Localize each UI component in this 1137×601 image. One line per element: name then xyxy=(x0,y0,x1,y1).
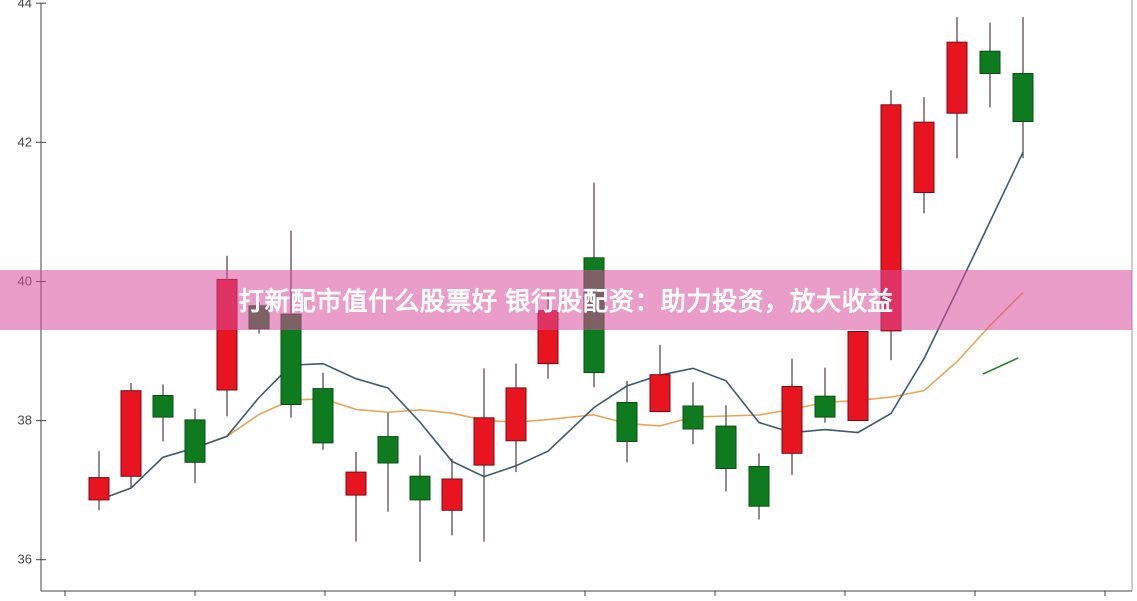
svg-text:36: 36 xyxy=(18,552,32,567)
svg-text:38: 38 xyxy=(18,413,32,428)
svg-text:42: 42 xyxy=(18,135,32,150)
svg-text:40: 40 xyxy=(18,274,32,289)
svg-text:44: 44 xyxy=(18,0,32,11)
